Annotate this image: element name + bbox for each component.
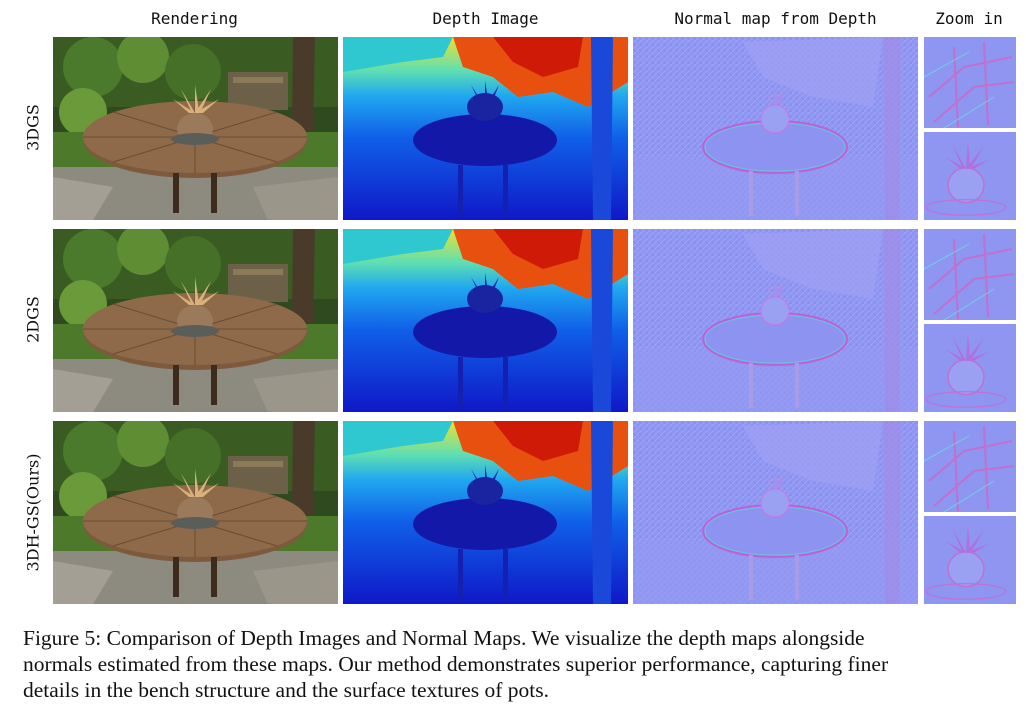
column-title-normal: Normal map from Depth	[674, 9, 877, 28]
zoom-bottom-2dgs	[924, 324, 1016, 412]
zoom-top-ours	[924, 421, 1016, 512]
zoom-bottom-ours	[924, 516, 1016, 604]
column-title-zoom: Zoom in	[935, 9, 1003, 28]
panel-depth-2dgs	[343, 229, 628, 412]
caption-line-1: Figure 5: Comparison of Depth Images and…	[23, 626, 865, 650]
column-title-depth: Depth Image	[432, 9, 539, 28]
zoom-bottom-3dgs	[924, 132, 1016, 220]
panel-normal-3dgs	[633, 37, 918, 220]
caption-line-3: details in the bench structure and the s…	[23, 678, 549, 702]
panel-rendering-ours	[53, 421, 338, 604]
panel-normal-2dgs	[633, 229, 918, 412]
zoom-top-3dgs	[924, 37, 1016, 128]
zoom-top-2dgs	[924, 229, 1016, 320]
panel-rendering-2dgs	[53, 229, 338, 412]
row-label-ours: 3DH-GS(Ours)	[23, 453, 43, 572]
column-title-rendering: Rendering	[151, 9, 238, 28]
panel-depth-ours	[343, 421, 628, 604]
panel-rendering-3dgs	[53, 37, 338, 220]
caption-line-2: normals estimated from these maps. Our m…	[23, 652, 889, 676]
row-label-2dgs: 2DGS	[23, 296, 43, 343]
panel-normal-ours	[633, 421, 918, 604]
figure-caption: Figure 5: Comparison of Depth Images and…	[23, 625, 1013, 703]
panel-depth-3dgs	[343, 37, 628, 220]
row-label-3dgs: 3DGS	[23, 104, 43, 151]
